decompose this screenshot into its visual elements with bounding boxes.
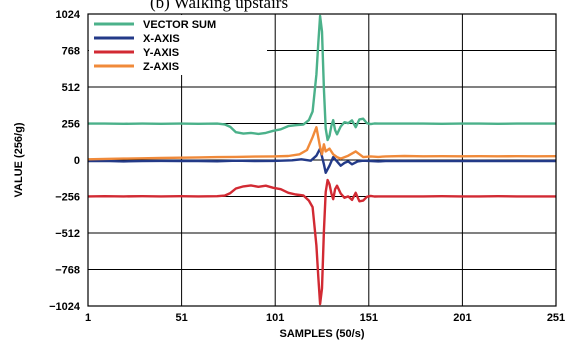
y-tick-labels: 1024 768 512 256 0 −256 −512 −768 −1024 xyxy=(49,9,81,313)
x-tick-labels: 1 51 101 151 201 251 xyxy=(85,312,565,324)
x-tick-label: 51 xyxy=(175,312,187,324)
x-tick-label: 151 xyxy=(360,312,378,324)
x-tick-label: 101 xyxy=(266,312,284,324)
y-tick-label: 768 xyxy=(62,46,80,58)
legend-entry: X-AXIS xyxy=(143,33,180,45)
series-line xyxy=(88,14,556,142)
plot-frame xyxy=(87,13,557,307)
y-axis-label: VALUE (256/g) xyxy=(13,122,25,197)
series-line xyxy=(87,147,557,175)
y-tick-label: −768 xyxy=(55,265,80,277)
series-line xyxy=(87,178,556,306)
y-tick-label: 256 xyxy=(62,119,80,131)
y-tick-label: −1024 xyxy=(49,301,81,313)
legend-entry: Y-AXIS xyxy=(143,47,179,59)
x-tick-label: 1 xyxy=(85,312,91,324)
chart-caption: (b) Walking upstairs xyxy=(150,0,288,12)
legend-entry: Z-AXIS xyxy=(143,61,179,73)
legend-entry: VECTOR SUM xyxy=(143,19,216,31)
y-tick-label: 0 xyxy=(74,155,80,167)
legend: VECTOR SUM X-AXIS Y-AXIS Z-AXIS xyxy=(89,15,267,75)
y-tick-label: −256 xyxy=(55,192,80,204)
series-group xyxy=(87,14,557,306)
x-tick-label: 251 xyxy=(547,312,565,324)
y-tick-label: 1024 xyxy=(56,9,81,21)
series-line xyxy=(87,125,557,161)
x-tick-label: 201 xyxy=(453,312,471,324)
y-tick-label: −512 xyxy=(55,228,80,240)
x-axis-label: SAMPLES (50/s) xyxy=(280,328,365,340)
y-tick-label: 512 xyxy=(62,82,80,94)
